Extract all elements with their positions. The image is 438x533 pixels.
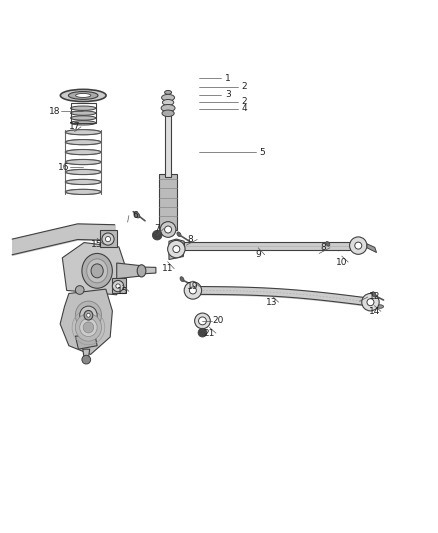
Text: 7: 7 — [154, 224, 160, 233]
Ellipse shape — [137, 265, 146, 277]
Ellipse shape — [76, 93, 91, 98]
Circle shape — [102, 233, 114, 245]
Circle shape — [362, 294, 379, 311]
Circle shape — [113, 280, 124, 292]
Circle shape — [116, 284, 120, 288]
Polygon shape — [117, 263, 141, 279]
Polygon shape — [121, 266, 156, 275]
Text: 16: 16 — [58, 163, 69, 172]
Ellipse shape — [162, 110, 174, 117]
Text: 17: 17 — [69, 122, 80, 131]
Polygon shape — [100, 230, 117, 247]
Circle shape — [160, 222, 176, 237]
Ellipse shape — [71, 116, 96, 120]
Polygon shape — [75, 335, 97, 349]
Circle shape — [198, 328, 207, 337]
Text: 8: 8 — [188, 235, 194, 244]
Ellipse shape — [71, 111, 96, 115]
Ellipse shape — [68, 92, 98, 99]
Ellipse shape — [91, 264, 103, 278]
Text: 1: 1 — [225, 74, 230, 83]
Polygon shape — [367, 244, 377, 253]
Ellipse shape — [177, 232, 181, 237]
Text: 13: 13 — [266, 298, 278, 306]
Ellipse shape — [65, 159, 101, 165]
Ellipse shape — [71, 120, 96, 125]
Circle shape — [152, 230, 162, 240]
Ellipse shape — [80, 318, 97, 336]
Ellipse shape — [87, 259, 108, 283]
Polygon shape — [184, 241, 350, 249]
Ellipse shape — [326, 241, 330, 246]
Ellipse shape — [65, 189, 101, 195]
Ellipse shape — [87, 313, 90, 317]
Text: 9: 9 — [255, 251, 261, 259]
Ellipse shape — [75, 314, 102, 341]
Text: 8: 8 — [321, 243, 326, 252]
Text: 20: 20 — [212, 317, 224, 326]
Ellipse shape — [65, 169, 101, 175]
Ellipse shape — [83, 322, 94, 333]
Circle shape — [189, 287, 196, 294]
Text: 3: 3 — [225, 90, 230, 99]
Circle shape — [168, 240, 185, 258]
Ellipse shape — [65, 150, 101, 155]
Circle shape — [194, 313, 210, 329]
Ellipse shape — [162, 94, 175, 101]
Text: 2: 2 — [241, 82, 247, 91]
Ellipse shape — [377, 305, 384, 308]
Polygon shape — [62, 243, 125, 295]
Ellipse shape — [165, 91, 172, 94]
Polygon shape — [159, 174, 177, 230]
Circle shape — [106, 237, 111, 241]
Circle shape — [165, 226, 172, 233]
Ellipse shape — [75, 301, 102, 329]
Ellipse shape — [372, 292, 376, 297]
Text: 2: 2 — [241, 98, 247, 107]
Ellipse shape — [162, 100, 174, 106]
Ellipse shape — [82, 254, 113, 288]
Text: 11: 11 — [162, 264, 173, 273]
Ellipse shape — [134, 212, 140, 218]
Text: 19: 19 — [187, 282, 199, 291]
Ellipse shape — [84, 310, 93, 320]
Ellipse shape — [65, 180, 101, 184]
Text: 5: 5 — [260, 148, 265, 157]
Polygon shape — [60, 289, 113, 354]
Circle shape — [198, 317, 206, 325]
Ellipse shape — [180, 277, 184, 281]
Circle shape — [173, 246, 180, 253]
Circle shape — [350, 237, 367, 254]
Ellipse shape — [65, 130, 101, 135]
Ellipse shape — [161, 104, 175, 112]
Text: 6: 6 — [133, 211, 138, 220]
Circle shape — [184, 282, 201, 299]
Circle shape — [75, 286, 84, 294]
Text: 4: 4 — [241, 104, 247, 114]
Polygon shape — [83, 349, 90, 358]
Ellipse shape — [80, 306, 97, 325]
Ellipse shape — [71, 106, 96, 110]
Text: 15: 15 — [117, 287, 128, 296]
Circle shape — [355, 242, 362, 249]
Polygon shape — [169, 239, 184, 260]
Circle shape — [82, 356, 91, 364]
Text: 15: 15 — [92, 240, 103, 249]
Text: 18: 18 — [49, 107, 60, 116]
Circle shape — [367, 298, 374, 305]
Text: 12: 12 — [369, 293, 380, 302]
Text: 10: 10 — [336, 257, 347, 266]
Ellipse shape — [60, 90, 106, 102]
Polygon shape — [165, 114, 171, 177]
Text: 14: 14 — [369, 307, 380, 316]
Polygon shape — [112, 278, 126, 293]
Ellipse shape — [65, 140, 101, 145]
Text: 21: 21 — [204, 328, 215, 337]
